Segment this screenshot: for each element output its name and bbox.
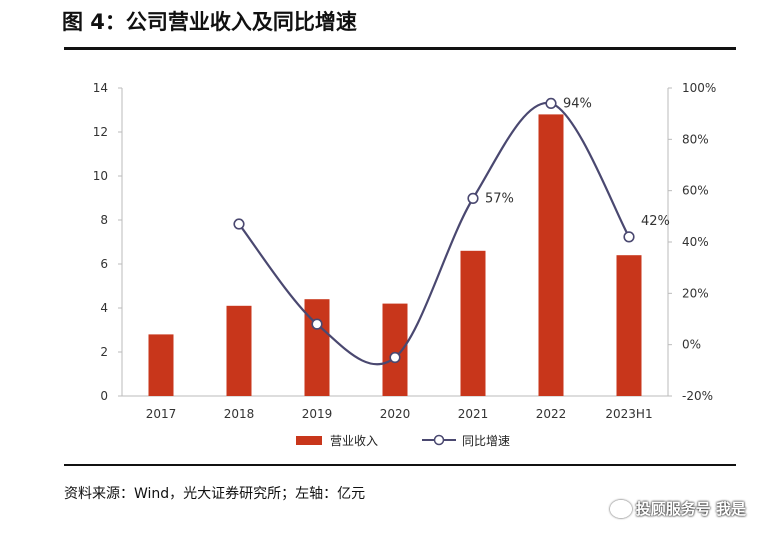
x-tick-label: 2020 (380, 407, 411, 421)
revenue-bar (304, 299, 330, 396)
legend-growth-label: 同比增速 (462, 434, 510, 448)
x-tick-label: 2023H1 (605, 407, 652, 421)
right-tick-label: 80% (682, 132, 709, 146)
left-tick-label: 2 (100, 345, 108, 359)
revenue-bar (460, 250, 486, 396)
revenue-bar (382, 303, 408, 396)
x-axis-ticks: 2017 2018 2019 2020 2021 2022 2023H1 (146, 407, 653, 421)
left-axis-ticks: 0 2 4 6 8 10 12 14 (93, 81, 122, 403)
x-tick-label: 2021 (458, 407, 489, 421)
right-tick-label: 20% (682, 286, 709, 300)
legend: 营业收入 同比增速 (296, 434, 510, 448)
growth-data-label: 57% (485, 191, 514, 206)
legend-line-marker (433, 434, 445, 446)
legend-bar-swatch (296, 436, 322, 445)
revenue-bar (538, 114, 564, 397)
growth-marker (623, 231, 635, 243)
growth-marker (233, 218, 245, 230)
revenue-bar (616, 255, 642, 396)
source-note: 资料来源：Wind，光大证券研究所；左轴：亿元 (64, 486, 366, 502)
growth-marker (389, 351, 401, 364)
left-tick-label: 10 (93, 169, 108, 183)
growth-marker (467, 192, 479, 204)
right-tick-label: 100% (682, 81, 716, 95)
figure-title: 图 4：公司营业收入及同比增速 (62, 10, 357, 34)
x-tick-label: 2019 (302, 407, 333, 421)
x-tick-label: 2022 (536, 407, 567, 421)
top-rule (64, 47, 736, 50)
right-tick-label: 60% (682, 184, 709, 198)
wechat-icon (609, 499, 632, 518)
growth-markers (233, 97, 635, 364)
growth-data-label: 94% (563, 96, 592, 111)
left-tick-label: 4 (100, 301, 108, 315)
left-tick-label: 14 (93, 81, 108, 95)
left-tick-label: 0 (100, 389, 108, 403)
right-tick-label: 0% (682, 338, 701, 352)
watermark-text: 投顾服务号 我是 (635, 500, 746, 518)
right-axis-ticks: -20% 0% 20% 40% 60% 80% 100% (668, 81, 716, 403)
growth-line (238, 102, 630, 366)
growth-data-label: 42% (641, 214, 670, 229)
revenue-bar (148, 334, 174, 396)
left-tick-label: 6 (100, 257, 108, 271)
growth-marker (311, 318, 323, 330)
right-tick-label: 40% (682, 235, 709, 249)
x-tick-label: 2017 (146, 407, 177, 421)
right-tick-label: -20% (682, 389, 713, 403)
watermark: 投顾服务号 我是 (609, 498, 746, 519)
revenue-bars (148, 114, 642, 397)
x-tick-label: 2018 (224, 407, 255, 421)
growth-marker (545, 97, 557, 109)
revenue-bar (226, 305, 252, 396)
left-tick-label: 8 (100, 213, 108, 227)
legend-revenue-label: 营业收入 (330, 434, 378, 448)
left-tick-label: 12 (93, 125, 108, 139)
data-labels: 57% 94% 42% (485, 96, 670, 228)
bottom-rule (64, 464, 736, 466)
